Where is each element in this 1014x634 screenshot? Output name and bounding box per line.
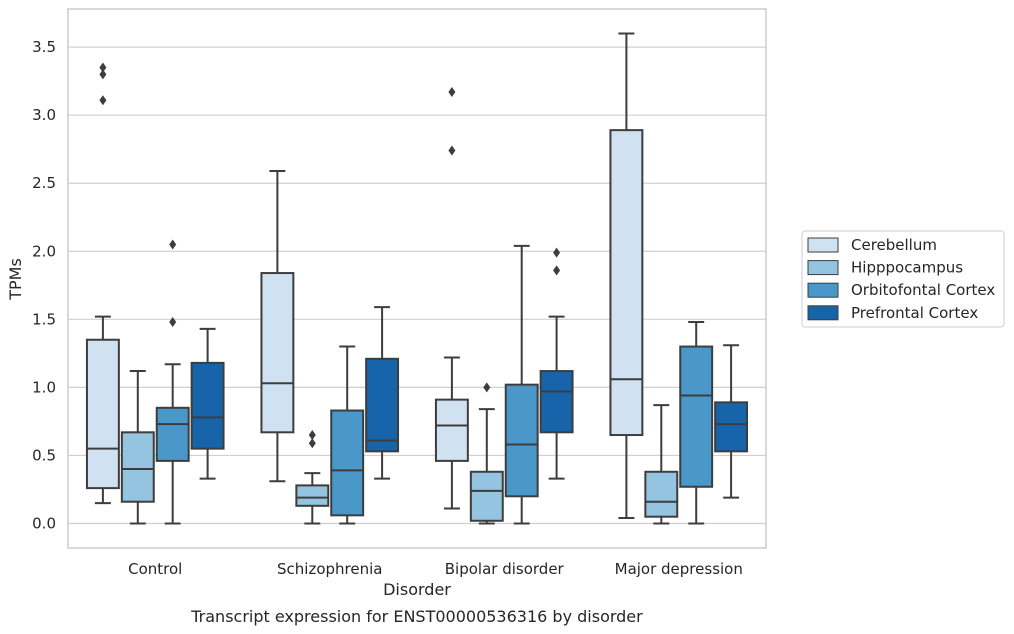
outlier-point [308, 430, 316, 441]
iqr-box [365, 357, 400, 453]
legend-swatch [807, 282, 839, 298]
outlier-point [169, 317, 177, 328]
iqr-box [260, 272, 295, 434]
box-prefrontal-cortex-control [190, 327, 225, 480]
y-axis-ticks: 0.0 0.5 1.0 1.5 2.0 2.5 3.0 3.5 [32, 38, 56, 532]
outlier-point [448, 87, 456, 98]
series-cerebellum [85, 32, 644, 520]
outlier-point [308, 438, 316, 449]
legend-label: Hipppocampus [851, 259, 963, 277]
legend-label: Prefrontal Cortex [851, 304, 978, 322]
iqr-box [679, 345, 714, 488]
x-tick-label: Major depression [615, 560, 743, 578]
box-orbitofontal-cortex-control [155, 239, 190, 525]
outlier-point [483, 382, 491, 393]
x-tick-label: Bipolar disorder [445, 560, 565, 578]
box-cerebellum-bipolar-disorder [434, 87, 469, 510]
box-prefrontal-cortex-bipolar-disorder [539, 247, 574, 480]
legend-label: Orbitofontal Cortex [851, 281, 995, 299]
outlier-point [99, 62, 107, 73]
outlier-point [99, 69, 107, 80]
box-prefrontal-cortex-schizophrenia [365, 306, 400, 480]
legend-item-cerebellum: Cerebellum [807, 236, 937, 254]
x-tick-label: Schizophrenia [277, 560, 382, 578]
legend: Cerebellum Hipppocampus Orbitofontal Corte… [801, 230, 1005, 328]
series-orbitofontal-cortex [155, 239, 714, 525]
box-cerebellum-control [85, 62, 120, 505]
outlier-point [99, 95, 107, 106]
legend-swatch [807, 237, 839, 253]
legend-item-orbitofontal-cortex: Orbitofontal Cortex [807, 281, 995, 299]
box-cerebellum-schizophrenia [260, 169, 295, 483]
iqr-box [539, 370, 574, 434]
y-tick-label: 1.5 [32, 310, 56, 328]
legend-item-prefrontal-cortex: Prefrontal Cortex [807, 304, 978, 322]
box-orbitofontal-cortex-bipolar-disorder [504, 244, 539, 525]
y-axis-label: TPMs [6, 258, 25, 301]
chart-caption: Transcript expression for ENST0000053631… [190, 607, 643, 626]
x-tick-label: Control [128, 560, 182, 578]
iqr-box [609, 129, 644, 437]
iqr-box [85, 338, 120, 490]
plot-area-frame [67, 8, 767, 549]
legend-swatch [807, 305, 839, 321]
legend-label: Cerebellum [851, 236, 937, 254]
x-axis-label: Disorder [383, 580, 451, 599]
outlier-point [169, 239, 177, 250]
series-hipppocampus [120, 370, 679, 525]
iqr-box [434, 398, 469, 462]
box-series-layer [85, 32, 749, 525]
box-cerebellum-major-depression [609, 32, 644, 520]
y-tick-label: 2.0 [32, 242, 56, 260]
legend-item-hipppocampus: Hipppocampus [807, 259, 963, 277]
y-tick-label: 3.5 [32, 38, 56, 56]
iqr-box [504, 383, 539, 498]
legend-frame [801, 230, 1005, 328]
y-tick-label: 2.5 [32, 174, 56, 192]
box-orbitofontal-cortex-schizophrenia [330, 345, 365, 525]
iqr-box [714, 401, 749, 453]
y-tick-label: 0.5 [32, 446, 56, 464]
y-tick-label: 1.0 [32, 378, 56, 396]
iqr-box [155, 406, 190, 462]
iqr-box [330, 409, 365, 517]
outlier-point [448, 145, 456, 156]
box-hipppocampus-major-depression [644, 404, 679, 525]
iqr-box [295, 484, 330, 507]
box-hipppocampus-bipolar-disorder [469, 382, 504, 525]
box-prefrontal-cortex-major-depression [714, 344, 749, 499]
series-prefrontal-cortex [190, 247, 749, 499]
outlier-point [553, 265, 561, 276]
box-orbitofontal-cortex-major-depression [679, 321, 714, 525]
y-tick-label: 3.0 [32, 106, 56, 124]
outlier-point [553, 247, 561, 258]
y-tick-label: 0.0 [32, 515, 56, 533]
x-axis-ticks: Control Schizophrenia Bipolar disorder Majo… [128, 560, 743, 578]
box-hipppocampus-schizophrenia [295, 430, 330, 525]
iqr-box [120, 431, 155, 503]
iqr-box [644, 470, 679, 518]
legend-swatch [807, 260, 839, 276]
iqr-box [190, 361, 225, 450]
iqr-box [469, 470, 504, 522]
box-hipppocampus-control [120, 370, 155, 525]
